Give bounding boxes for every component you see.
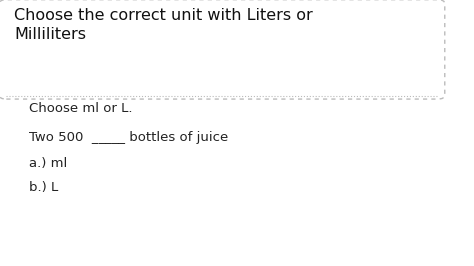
Text: Choose ml or L.: Choose ml or L. xyxy=(28,102,132,115)
FancyBboxPatch shape xyxy=(0,0,445,99)
Text: b.) L: b.) L xyxy=(28,181,58,194)
Text: Two 500  _____ bottles of juice: Two 500 _____ bottles of juice xyxy=(28,131,228,144)
Text: a.) ml: a.) ml xyxy=(28,157,67,171)
Text: Choose the correct unit with Liters or
Milliliters: Choose the correct unit with Liters or M… xyxy=(14,8,313,42)
